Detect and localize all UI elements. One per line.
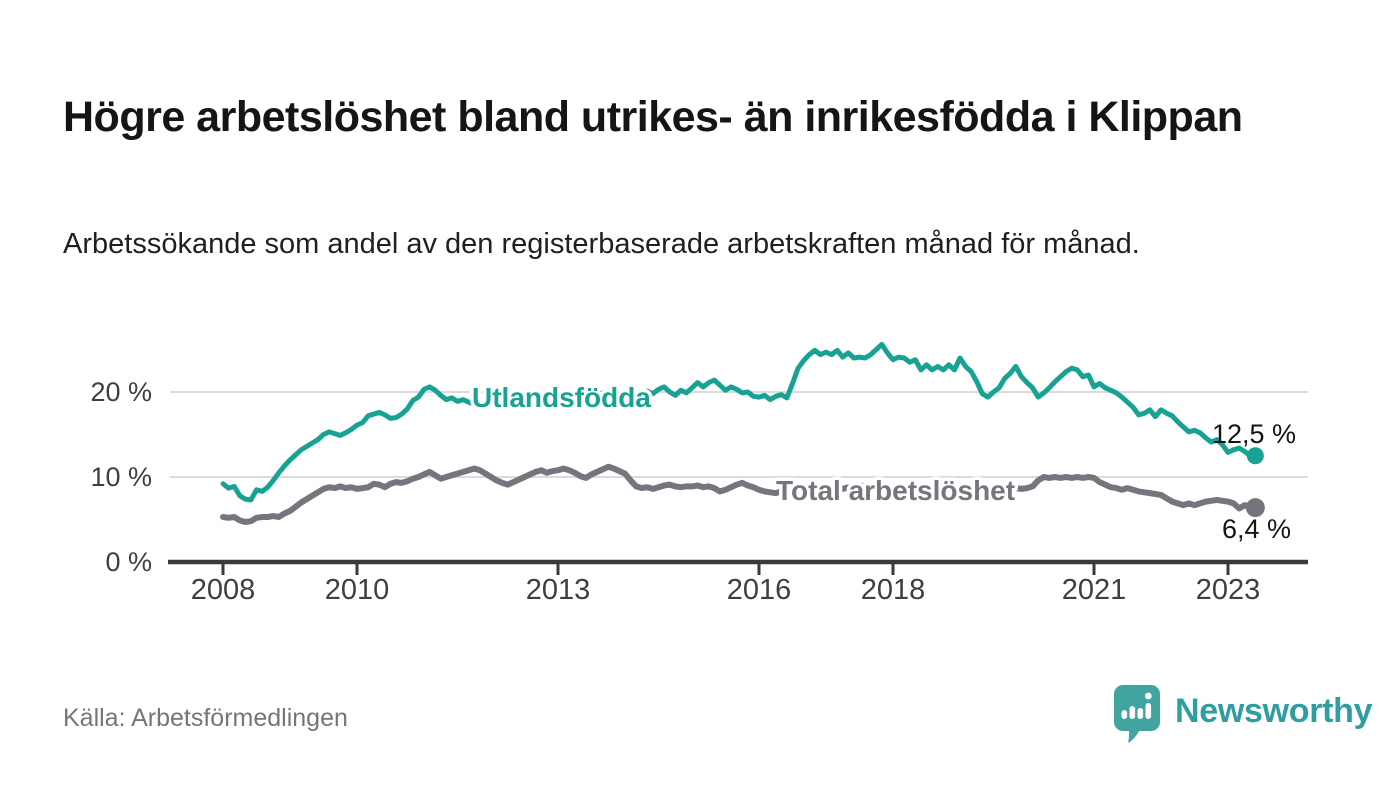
bar-2	[1129, 706, 1136, 719]
end-dot-utlandsfodda	[1246, 447, 1264, 465]
y-axis-label-20: 20 %	[90, 377, 152, 407]
bar-1	[1121, 710, 1128, 719]
x-tick-label-2018: 2018	[861, 574, 926, 606]
source-note: Källa: Arbetsförmedlingen	[63, 704, 348, 732]
exclamation-bar	[1145, 703, 1152, 719]
newsworthy-bubble-icon	[1114, 685, 1160, 743]
end-dot-total	[1245, 498, 1265, 518]
chart-title: Högre arbetslöshet bland utrikes- än inr…	[63, 92, 1243, 141]
x-tick-label-2023: 2023	[1196, 574, 1261, 606]
series-line-total	[220, 463, 1254, 525]
exclamation-dot	[1144, 692, 1152, 700]
series-label-total: Total arbetslöshet	[776, 475, 1015, 506]
y-axis-label-0: 0 %	[105, 547, 152, 577]
series-line-utlandsfodda	[220, 341, 1253, 503]
newsworthy-wordmark: Newsworthy	[1175, 692, 1373, 730]
bar-3	[1137, 708, 1144, 719]
speech-bubble-shape	[1114, 685, 1160, 743]
x-tick-label-2008: 2008	[191, 574, 256, 606]
x-tick-label-2010: 2010	[325, 574, 390, 606]
chart-subtitle: Arbetssökande som andel av den registerb…	[63, 228, 1140, 260]
x-tick-label-2021: 2021	[1062, 574, 1127, 606]
newsworthy-logo: Newsworthy	[1112, 683, 1373, 747]
y-axis-label-10: 10 %	[90, 462, 152, 492]
x-tick-label-2016: 2016	[727, 574, 792, 606]
series-label-utlandsfodda: Utlandsfödda	[472, 382, 651, 413]
x-tick-label-2013: 2013	[526, 574, 591, 606]
end-value-label-total: 6,4 %	[1222, 514, 1291, 544]
end-value-label-utlandsfodda: 12,5 %	[1212, 419, 1296, 449]
